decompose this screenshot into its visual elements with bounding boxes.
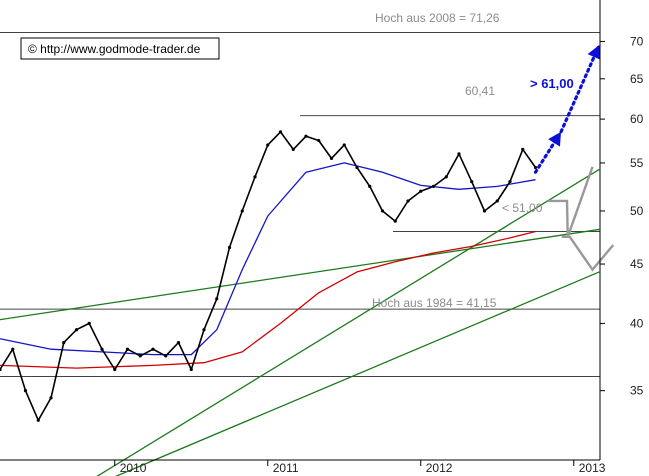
price-point	[495, 199, 499, 203]
price-point	[355, 165, 359, 170]
level-51-label: < 51,00	[502, 201, 543, 215]
bull-arrowhead-2	[587, 45, 601, 60]
price-point	[266, 143, 270, 147]
copyright-box	[20, 37, 220, 60]
y-tick-label: 60	[630, 112, 644, 126]
price-series	[0, 130, 538, 422]
price-point	[368, 184, 372, 188]
price-point	[304, 134, 308, 138]
price-point	[189, 367, 193, 372]
level-6041-label: 60,41	[465, 84, 495, 98]
y-tick-label: 55	[630, 156, 644, 170]
price-point	[380, 209, 385, 213]
price-point	[49, 396, 53, 400]
bull-projection	[533, 43, 601, 174]
target-61-label: > 61,00	[530, 76, 574, 91]
price-point	[393, 219, 397, 223]
price-point	[202, 328, 206, 332]
y-axis-ticks: 35 40 45 50 55 60 65 70	[600, 34, 644, 398]
y-tick-label: 35	[630, 384, 644, 398]
price-point	[444, 175, 448, 179]
price-point	[74, 328, 79, 332]
bull-arrowhead-1	[548, 131, 561, 147]
price-point	[87, 321, 91, 325]
high-1984-label: Hoch aus 1984 = 41,15	[372, 296, 497, 310]
price-point	[291, 147, 295, 151]
price-point	[215, 297, 219, 301]
bear-projection	[548, 166, 615, 272]
price-point	[125, 347, 130, 351]
price-point	[329, 156, 334, 160]
price-point	[11, 347, 15, 351]
price-point	[470, 180, 474, 184]
untere-trendlinie	[114, 271, 600, 476]
trend-lines	[0, 168, 600, 476]
price-point	[0, 367, 2, 372]
price-point	[36, 418, 40, 422]
price-point	[100, 347, 104, 351]
price-point	[253, 175, 257, 179]
horizontal-levels	[0, 31, 600, 377]
price-point	[176, 341, 181, 345]
price-point	[151, 347, 155, 351]
y-tick-label: 45	[630, 257, 644, 271]
moving-averages	[0, 162, 536, 369]
price-point	[317, 138, 321, 143]
x-tick-label: 2011	[273, 461, 299, 475]
y-tick-label: 70	[630, 34, 644, 48]
price-point	[342, 143, 346, 147]
price-point	[62, 341, 66, 345]
ma-blue-line	[0, 162, 536, 356]
x-tick-label: 2012	[426, 461, 453, 475]
y-tick-label: 65	[630, 72, 644, 86]
price-point	[138, 354, 142, 358]
price-point	[431, 184, 436, 188]
price-point	[419, 189, 423, 193]
price-point	[533, 165, 538, 170]
x-tick-label: 2010	[120, 461, 147, 475]
price-point	[457, 152, 461, 156]
price-point	[240, 209, 244, 213]
ma-red-line	[0, 230, 536, 369]
price-point	[227, 245, 232, 250]
price-point	[482, 209, 487, 213]
obere-trendlinie	[0, 228, 600, 321]
x-axis-ticks: 2010 2011 2012 2013	[114, 460, 606, 475]
steile-trendlinie	[96, 168, 600, 476]
price-point	[406, 199, 410, 203]
price-point	[164, 354, 168, 358]
price-point	[508, 180, 512, 184]
copyright-text[interactable]: © http://www.godmode-trader.de	[28, 42, 201, 56]
price-point	[521, 147, 525, 151]
price-point	[113, 367, 117, 372]
x-tick-label: 2013	[579, 461, 606, 475]
y-tick-label: 40	[630, 316, 644, 330]
high-2008-label: Hoch aus 2008 = 71,26	[375, 11, 500, 25]
price-point	[23, 389, 28, 393]
projections	[533, 43, 615, 272]
price-point	[278, 130, 283, 134]
y-tick-label: 50	[630, 204, 644, 218]
